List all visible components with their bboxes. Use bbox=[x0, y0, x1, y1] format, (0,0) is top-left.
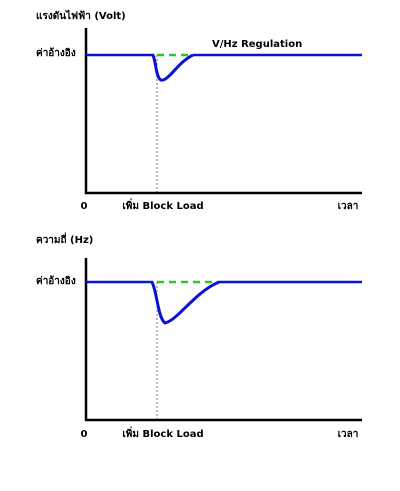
frequency-panel: ความถี่ (Hz) ค่าอ้างอิง 0 เพิ่ม Block Lo… bbox=[36, 232, 362, 440]
voltage-panel: แรงดันไฟฟ้า (Volt) ค่าอ้างอิง V/Hz Regul… bbox=[36, 9, 362, 212]
axis-title: แรงดันไฟฟ้า (Volt) bbox=[36, 9, 126, 22]
reference-label: ค่าอ้างอิง bbox=[36, 47, 76, 59]
x-axis-label: เวลา bbox=[338, 201, 359, 212]
annotation: V/Hz Regulation bbox=[212, 39, 302, 50]
voltage-dip bbox=[151, 53, 194, 82]
axis-title: ความถี่ (Hz) bbox=[36, 232, 93, 246]
axes bbox=[84, 258, 362, 422]
x-axis-label: เวลา bbox=[338, 429, 359, 440]
reference-label: ค่าอ้างอิง bbox=[36, 275, 76, 287]
origin-label: 0 bbox=[81, 429, 88, 440]
event-label: เพิ่ม Block Load bbox=[122, 426, 203, 440]
axes bbox=[84, 28, 362, 195]
origin-label: 0 bbox=[81, 201, 88, 212]
event-label: เพิ่ม Block Load bbox=[122, 198, 203, 212]
frequency-dip bbox=[150, 280, 220, 325]
